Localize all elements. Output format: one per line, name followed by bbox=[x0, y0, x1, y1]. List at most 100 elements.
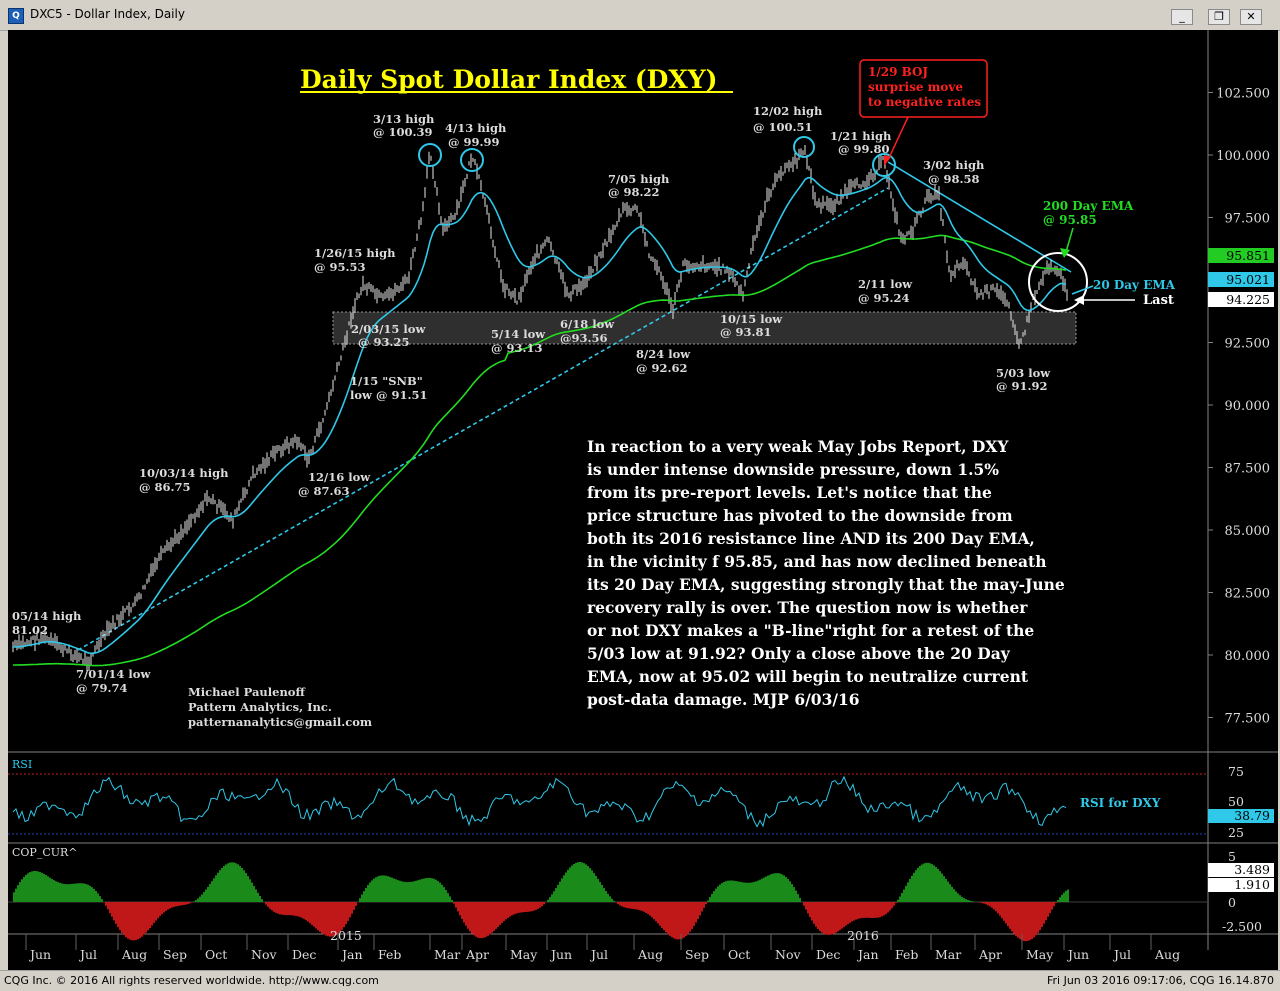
cop-bar bbox=[693, 902, 695, 926]
cop-bar bbox=[257, 893, 259, 902]
cop-bar bbox=[723, 882, 725, 902]
cop-bar bbox=[549, 897, 551, 902]
annotation-0503-1: 5/03 low bbox=[996, 366, 1051, 380]
cop-bar bbox=[383, 875, 385, 902]
chart-canvas[interactable]: Daily Spot Dollar Index (DXY) 1/29 BOJ s… bbox=[8, 30, 1278, 970]
cop-bar bbox=[15, 889, 17, 902]
month-label: Nov bbox=[775, 947, 801, 962]
cop-bar bbox=[493, 902, 495, 931]
cop-bar bbox=[513, 902, 515, 914]
month-label: Nov bbox=[251, 947, 277, 962]
restore-button[interactable]: ❐ bbox=[1208, 9, 1230, 25]
cop-bar bbox=[539, 902, 541, 908]
cop-panel-label: COP_CUR^ bbox=[12, 846, 78, 859]
cop-bar bbox=[851, 902, 853, 922]
cop-bar bbox=[327, 902, 329, 936]
cop-bar bbox=[937, 869, 939, 902]
annotation-0313-2: @ 100.39 bbox=[373, 125, 433, 139]
annotation-0705-2: @ 98.22 bbox=[608, 185, 660, 199]
cop-bar bbox=[445, 890, 447, 902]
cop-bar bbox=[385, 876, 387, 902]
cop-bar bbox=[815, 902, 817, 927]
cop-bar bbox=[985, 902, 987, 904]
cop-bar bbox=[565, 873, 567, 903]
cop-bar bbox=[1057, 900, 1059, 902]
cop-bar bbox=[849, 902, 851, 923]
chart-area[interactable]: Daily Spot Dollar Index (DXY) 1/29 BOJ s… bbox=[8, 30, 1278, 970]
author-line-2: Pattern Analytics, Inc. bbox=[188, 700, 332, 714]
cop-bar bbox=[807, 902, 809, 914]
cop-bar bbox=[387, 876, 389, 902]
cop-bar bbox=[427, 878, 429, 902]
cop-bar bbox=[349, 902, 351, 917]
cop-bar bbox=[373, 879, 375, 902]
cop-bar bbox=[1059, 897, 1061, 902]
cop-bar bbox=[115, 902, 117, 924]
cop-bar bbox=[83, 884, 85, 903]
cop-bar bbox=[661, 902, 663, 928]
cop-bar bbox=[799, 898, 801, 902]
cop-bar bbox=[627, 902, 629, 908]
last-label: Last bbox=[1143, 293, 1174, 308]
cop-bar bbox=[451, 900, 453, 902]
cop-bar bbox=[221, 868, 223, 902]
cop-bar bbox=[391, 878, 393, 902]
price-tick-label: 102.500 bbox=[1216, 87, 1270, 102]
commentary-line: in the vicinity f 95.85, and has now dec… bbox=[587, 552, 1046, 571]
month-label: Dec bbox=[816, 947, 840, 962]
cop-bar bbox=[507, 902, 509, 918]
cop-bar bbox=[853, 902, 855, 921]
cop-bar bbox=[607, 894, 609, 902]
cop-bar bbox=[751, 882, 753, 902]
cop-bar bbox=[855, 902, 857, 920]
cop-bar bbox=[253, 886, 255, 902]
cop-bar bbox=[1015, 902, 1017, 936]
cop-bar bbox=[657, 902, 659, 924]
cop-bar bbox=[271, 902, 273, 910]
cop-bar bbox=[209, 884, 211, 902]
cop-bar bbox=[503, 902, 505, 921]
cop-bar bbox=[561, 878, 563, 902]
cop-bar bbox=[517, 902, 519, 913]
annotation-0514-1: 5/14 low bbox=[491, 327, 546, 341]
minimize-button[interactable]: _ bbox=[1171, 9, 1193, 25]
cop-bar bbox=[207, 887, 209, 902]
cop-bar bbox=[1029, 902, 1031, 940]
cop-bar bbox=[197, 899, 199, 903]
cop-bar bbox=[313, 902, 315, 927]
cop-bar bbox=[809, 902, 811, 917]
cop-bar bbox=[1047, 902, 1049, 917]
cop-bar bbox=[571, 866, 573, 903]
cop-bar bbox=[667, 902, 669, 934]
cop-bar bbox=[923, 863, 925, 902]
cop-bar bbox=[843, 902, 845, 927]
cop-bar bbox=[541, 902, 543, 906]
cop-bar bbox=[829, 902, 831, 935]
cop-bar bbox=[423, 879, 425, 903]
support-zone bbox=[333, 312, 1076, 344]
cop-bar bbox=[615, 902, 617, 903]
cop-bar bbox=[265, 902, 267, 905]
cop-bar bbox=[151, 902, 153, 926]
cop-bar bbox=[291, 902, 293, 915]
cop-bar bbox=[725, 881, 727, 902]
close-button[interactable]: ✕ bbox=[1240, 9, 1262, 25]
cop-bar bbox=[1045, 902, 1047, 920]
cop-bar bbox=[875, 902, 877, 918]
cop-bar bbox=[781, 874, 783, 902]
chart-title: Daily Spot Dollar Index (DXY) bbox=[300, 65, 717, 94]
cop-bar bbox=[153, 902, 155, 923]
cop-bar bbox=[1043, 902, 1045, 924]
cop-bar bbox=[261, 899, 263, 902]
annotation-0701-1: 7/01/14 low bbox=[76, 667, 151, 681]
cop-bar bbox=[869, 902, 871, 918]
cop-bar bbox=[219, 870, 221, 902]
cop-bar bbox=[1061, 895, 1063, 902]
cop-bar bbox=[893, 902, 895, 906]
annotation-0618-2: @93.56 bbox=[560, 331, 608, 345]
cop-bar bbox=[871, 902, 873, 918]
cop-bar bbox=[1013, 902, 1015, 934]
status-copyright: CQG Inc. © 2016 All rights reserved worl… bbox=[4, 974, 379, 987]
cop-bar bbox=[113, 902, 115, 920]
cop-bar bbox=[983, 902, 985, 904]
